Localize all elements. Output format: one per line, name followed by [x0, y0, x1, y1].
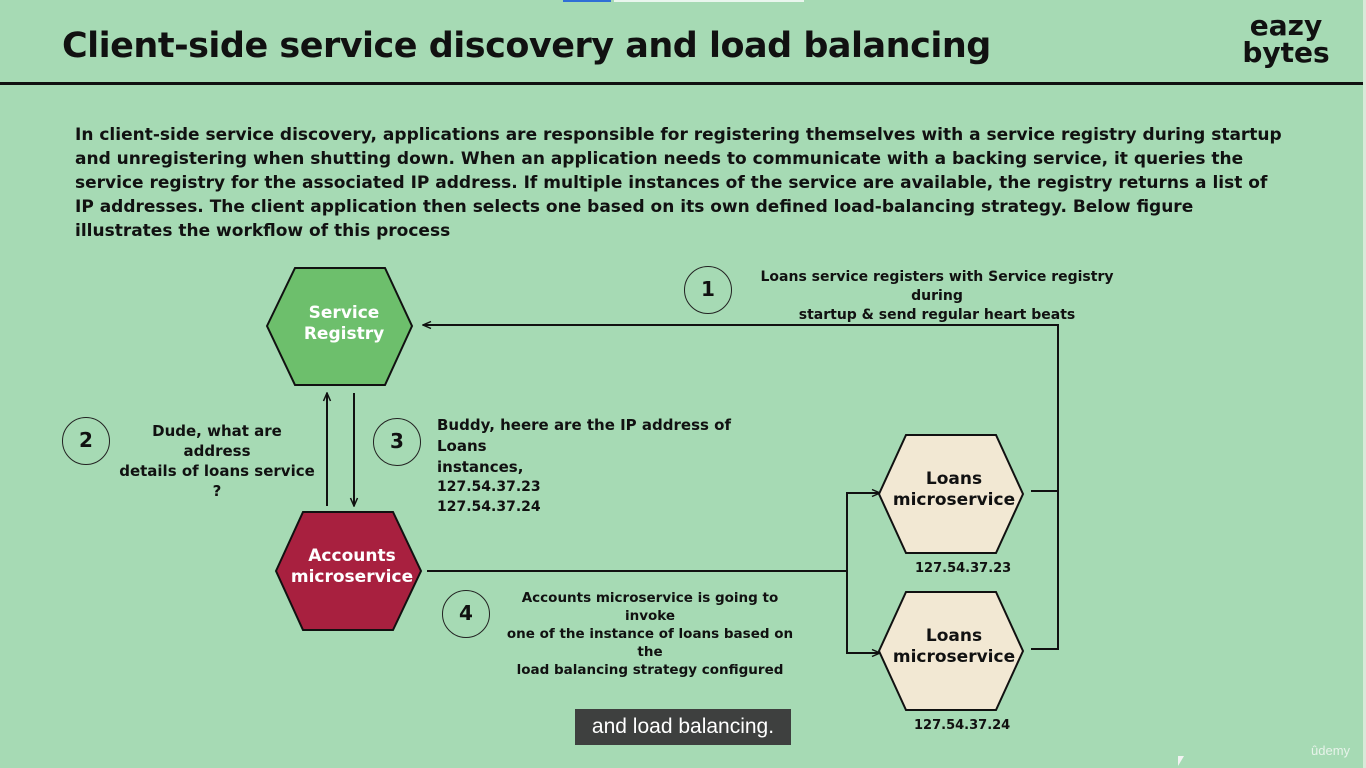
step-1-badge: 1: [684, 266, 732, 314]
step-3-ip-2: 127.54.37.24: [437, 499, 541, 515]
loans-2-line1: Loans: [925, 626, 983, 646]
video-progress-accent: [563, 0, 611, 2]
video-progress-track: [614, 0, 804, 2]
accounts-microservice-label: Accounts microservice: [283, 546, 421, 588]
step-4-line1: Accounts microservice is going to invoke: [521, 590, 779, 624]
step-3-line1: Buddy, heere are the IP address of Loans: [437, 416, 731, 455]
service-registry-line2: Registry: [303, 324, 385, 344]
loans-microservice-2-hexagon: [877, 591, 1025, 711]
step-1-line2: startup & send regular heart beats: [798, 307, 1076, 323]
udemy-watermark: ûdemy: [1311, 743, 1351, 758]
loans-2-line2: microservice: [892, 647, 1016, 667]
step-3-ip-1: 127.54.37.23: [437, 479, 541, 495]
loans-microservice-1-hexagon: [877, 434, 1025, 554]
step-4-line2: one of the instance of loans based on th…: [506, 626, 794, 660]
intro-paragraph: In client-side service discovery, applic…: [75, 125, 1282, 241]
slide-right-edge: [1363, 0, 1366, 768]
step-2-text: Dude, what are address details of loans …: [119, 421, 315, 501]
invoke-arrow-loans-2: [846, 571, 880, 653]
loans-microservice-1-label: Loans microservice: [885, 469, 1023, 511]
step-3-line2: instances,: [437, 458, 524, 476]
loans-microservice-2-label: Loans microservice: [885, 626, 1023, 668]
slide-title: Client-side service discovery and load b…: [62, 26, 991, 66]
service-registry-line1: Service: [308, 303, 380, 323]
registration-arrow: [423, 325, 1059, 650]
service-registry-label: Service Registry: [279, 303, 409, 345]
step-2-line1: Dude, what are address: [152, 422, 282, 460]
step-2-line2: details of loans service ?: [119, 462, 315, 500]
invoke-arrow-loans-1: [846, 493, 880, 571]
loans-1-ip: 127.54.37.23: [915, 561, 1012, 576]
logo-line-1: eazy: [1249, 9, 1323, 42]
step-4-badge: 4: [442, 590, 490, 638]
service-registry-hexagon: [265, 267, 414, 386]
accounts-microservice-hexagon: [274, 511, 423, 631]
step-3-ip-list: 127.54.37.23 127.54.37.24: [437, 477, 541, 517]
mouse-cursor-icon: [1178, 756, 1184, 766]
title-divider: [0, 82, 1366, 85]
logo-line-2: bytes: [1242, 36, 1330, 69]
step-1-line1: Loans service registers with Service reg…: [760, 269, 1114, 304]
step-3-text: Buddy, heere are the IP address of Loans…: [437, 415, 767, 478]
loans-1-line1: Loans: [925, 469, 983, 489]
video-subtitle: and load balancing.: [575, 709, 791, 745]
step-2-badge: 2: [62, 417, 110, 465]
step-1-text: Loans service registers with Service reg…: [740, 268, 1134, 325]
loans-1-line2: microservice: [892, 490, 1016, 510]
step-3-badge: 3: [373, 418, 421, 466]
accounts-line1: Accounts: [308, 546, 396, 566]
step-4-line3: load balancing strategy configured: [516, 662, 784, 678]
loans-2-ip: 127.54.37.24: [914, 718, 1011, 733]
eazybytes-logo: eazy bytes: [1240, 9, 1332, 69]
step-4-text: Accounts microservice is going to invoke…: [505, 589, 795, 679]
accounts-line2: microservice: [290, 567, 414, 587]
